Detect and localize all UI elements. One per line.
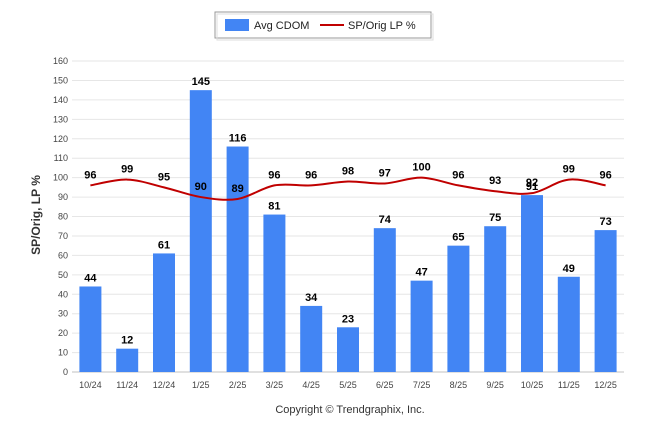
bar [594, 230, 617, 372]
bar-value-label: 81 [268, 201, 280, 213]
y-tick-label: 30 [58, 309, 68, 319]
y-tick-label: 40 [58, 289, 68, 299]
y-tick-label: 140 [53, 95, 68, 105]
bar-value-label: 116 [229, 133, 247, 145]
legend: Avg CDOM SP/Orig LP % [214, 11, 434, 41]
x-tick-label: 7/25 [413, 380, 431, 390]
line-value-label: 100 [412, 162, 430, 174]
x-tick-label: 11/25 [558, 380, 580, 390]
line-value-label: 90 [195, 181, 207, 193]
line-value-label: 96 [599, 169, 611, 181]
x-tick-label: 5/25 [339, 380, 357, 390]
x-tick-label: 9/25 [486, 380, 504, 390]
bar-value-label: 145 [192, 76, 210, 88]
bar [557, 276, 580, 372]
bar [337, 327, 359, 372]
bar-value-label: 12 [121, 335, 133, 347]
y-tick-label: 100 [53, 173, 68, 183]
bar [410, 280, 433, 372]
y-tick-label: 130 [53, 114, 68, 124]
line-value-label: 98 [342, 166, 354, 178]
bar [300, 305, 323, 372]
line-value-label: 96 [452, 169, 464, 181]
y-tick-label: 10 [58, 348, 68, 358]
bar [79, 286, 102, 372]
x-tick-label: 10/25 [521, 380, 544, 390]
bar-value-label: 47 [415, 267, 427, 279]
x-tick-label: 2/25 [229, 380, 247, 390]
bar [484, 226, 507, 372]
label-layer: 44 12 61 145 116 81 34 23 74 47 65 75 91 49 73 96 99 95 90… [84, 76, 611, 347]
line-value-label: 96 [84, 169, 96, 181]
bar [116, 348, 139, 372]
line-value-label: 95 [158, 171, 170, 183]
line-value-label: 99 [563, 164, 575, 176]
bar-value-label: 49 [563, 263, 575, 275]
bar [521, 195, 543, 372]
x-tick-label: 12/24 [153, 380, 176, 390]
y-tick-label: 20 [58, 328, 68, 338]
line-value-label: 89 [231, 183, 243, 195]
y-tick-label: 150 [53, 75, 68, 85]
x-tick-label: 1/25 [192, 380, 210, 390]
bar-value-label: 34 [305, 292, 318, 304]
bar [373, 228, 396, 372]
y-tick-label: 60 [58, 250, 68, 260]
x-tick-label: 10/24 [79, 380, 102, 390]
bar-value-label: 73 [599, 216, 611, 228]
y-tick-label: 0 [63, 367, 68, 377]
bar [153, 253, 175, 372]
y-tick-label: 80 [58, 212, 68, 222]
legend-label-line: SP/Orig LP % [348, 20, 416, 32]
line-value-label: 96 [268, 169, 280, 181]
bar [189, 90, 212, 372]
legend-swatch-bar [225, 19, 249, 31]
x-tick-label: 8/25 [450, 380, 468, 390]
bar [263, 214, 286, 372]
copyright-text: Copyright © Trendgraphix, Inc. [275, 404, 424, 416]
line-value-label: 93 [489, 175, 501, 187]
bar-layer [79, 90, 617, 372]
x-tick-label: 6/25 [376, 380, 394, 390]
y-axis-label: SP/Orig, LP % [29, 175, 43, 255]
bar-value-label: 91 [526, 181, 538, 193]
bar-value-label: 65 [452, 232, 464, 244]
line-layer [90, 176, 606, 201]
bar-value-label: 23 [342, 313, 354, 325]
bar [447, 245, 470, 372]
y-tick-label: 120 [53, 134, 68, 144]
x-tick-label: 4/25 [302, 380, 320, 390]
bar-value-label: 75 [489, 212, 501, 224]
line-value-label: 92 [526, 177, 538, 189]
line-value-label: 96 [305, 169, 317, 181]
y-tick-label: 110 [54, 153, 68, 163]
series-line [90, 176, 606, 201]
y-tick-label: 90 [58, 192, 68, 202]
bar [226, 146, 249, 372]
line-value-label: 97 [379, 167, 391, 179]
bar-value-label: 61 [158, 239, 170, 251]
y-tick-label: 160 [53, 56, 68, 66]
legend-label-bar: Avg CDOM [254, 20, 309, 32]
y-tick-label: 50 [58, 270, 68, 280]
x-tick-label: 12/25 [594, 380, 617, 390]
bar-value-label: 44 [84, 272, 97, 284]
y-tick-label: 70 [58, 231, 68, 241]
x-tick-label: 3/25 [266, 380, 284, 390]
x-tick-label: 11/24 [116, 380, 138, 390]
bar-value-label: 74 [379, 214, 392, 226]
line-value-label: 99 [121, 164, 133, 176]
